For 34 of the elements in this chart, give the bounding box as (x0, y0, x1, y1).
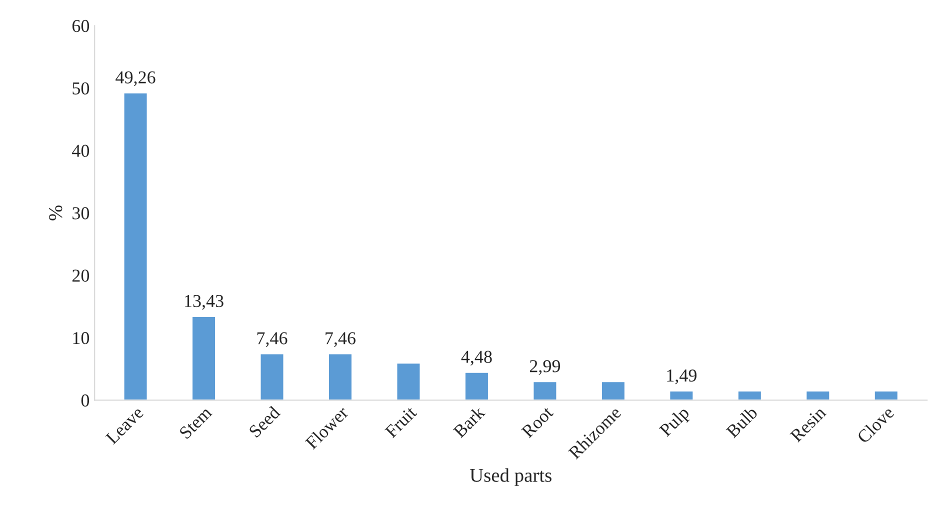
bar (464, 371, 490, 400)
data-label: 7,46 (326, 332, 356, 347)
data-label: 49,26 (116, 71, 156, 86)
x-tick-label: Bark (452, 405, 486, 438)
bar (668, 390, 694, 400)
bar (259, 352, 285, 400)
bar (600, 380, 626, 400)
x-tick-label: Fruit (384, 405, 418, 438)
bar (191, 316, 216, 400)
y-tick-label: 60 (72, 20, 90, 32)
y-tick-label: 0 (81, 394, 90, 407)
y-tick-label: 30 (72, 207, 90, 220)
bar (122, 92, 148, 400)
x-tick-label: Root (520, 406, 554, 438)
x-axis-title: Used parts (470, 468, 552, 486)
y-tick-label: 20 (72, 270, 90, 282)
data-label: 1,49 (667, 369, 696, 384)
y-tick-label: 40 (72, 144, 90, 157)
x-tick-label: Stem (178, 406, 213, 440)
y-tick-label: 50 (72, 82, 90, 95)
y-axis-title: % (49, 205, 62, 220)
data-label: 2,99 (530, 360, 560, 375)
data-label: 4,48 (461, 350, 492, 366)
x-tick-label: Bulb (725, 405, 758, 438)
bar (396, 362, 422, 400)
y-tick-label: 10 (73, 332, 90, 344)
bar (328, 352, 353, 400)
bar (805, 390, 831, 400)
bar (532, 380, 558, 400)
bar (874, 390, 899, 400)
x-tick-label: Pulp (658, 406, 693, 440)
data-label: 13,43 (185, 294, 224, 310)
data-label: 7,46 (257, 332, 288, 347)
bar (737, 390, 762, 400)
